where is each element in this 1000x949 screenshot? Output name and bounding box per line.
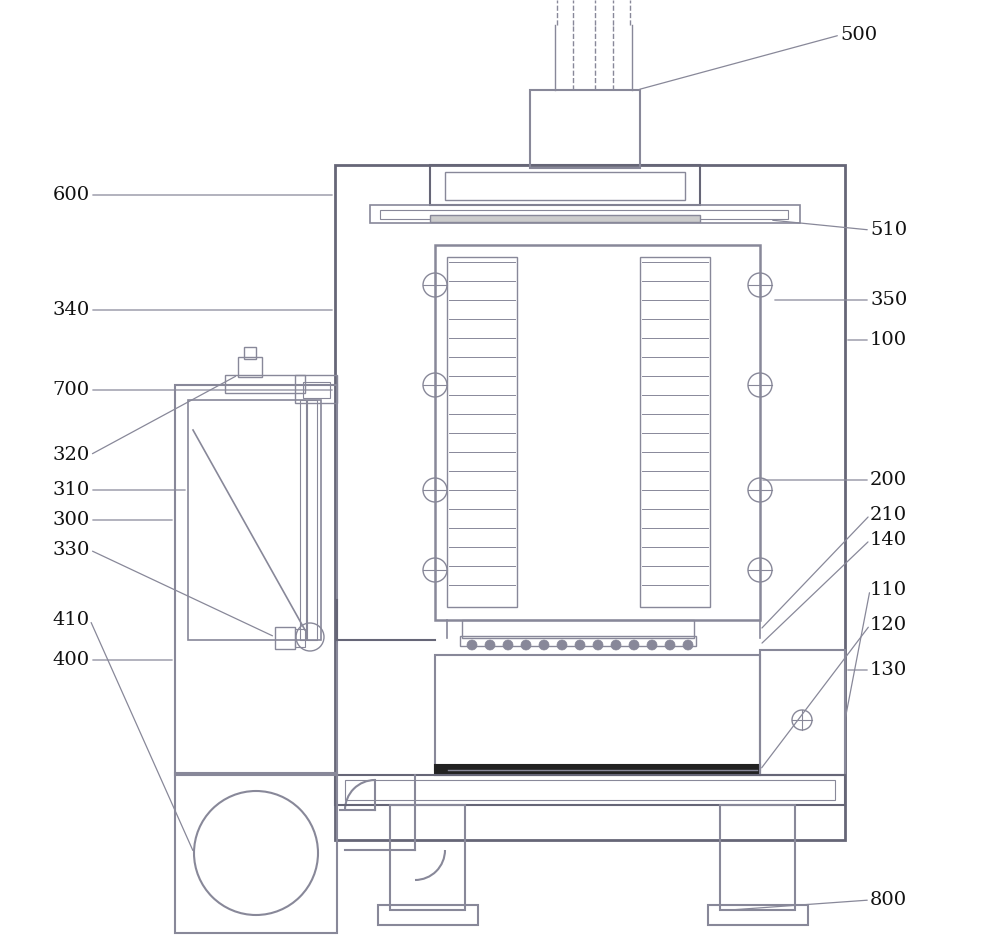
Text: 310: 310 <box>53 481 90 499</box>
Bar <box>225 375 305 393</box>
Bar <box>335 165 845 840</box>
Bar <box>435 655 760 770</box>
Text: 200: 200 <box>870 471 907 489</box>
Bar <box>380 210 788 219</box>
Text: 100: 100 <box>870 331 907 349</box>
Bar <box>244 347 256 359</box>
Circle shape <box>647 640 657 650</box>
Bar <box>447 257 517 607</box>
Text: 350: 350 <box>870 291 907 309</box>
Text: 110: 110 <box>870 581 907 599</box>
Circle shape <box>503 640 513 650</box>
Bar <box>640 257 710 607</box>
Bar <box>530 90 640 168</box>
Text: 330: 330 <box>53 541 90 559</box>
Bar <box>390 805 465 910</box>
Bar <box>430 215 700 222</box>
Text: 210: 210 <box>870 506 907 524</box>
Text: 120: 120 <box>870 616 907 634</box>
Circle shape <box>665 640 675 650</box>
Circle shape <box>683 640 693 650</box>
Bar <box>295 629 305 647</box>
Circle shape <box>593 640 603 650</box>
Bar <box>295 375 337 403</box>
Bar <box>175 385 337 775</box>
Text: 340: 340 <box>53 301 90 319</box>
Text: 700: 700 <box>53 381 90 399</box>
Circle shape <box>629 640 639 650</box>
Text: 400: 400 <box>53 651 90 669</box>
Circle shape <box>467 640 477 650</box>
Bar <box>435 765 760 775</box>
Bar <box>445 172 685 200</box>
Bar <box>300 400 306 640</box>
Text: 320: 320 <box>53 446 90 464</box>
Bar <box>430 165 700 205</box>
Circle shape <box>539 640 549 650</box>
Bar <box>307 400 317 640</box>
Circle shape <box>611 640 621 650</box>
Bar <box>435 245 760 620</box>
Text: 510: 510 <box>870 221 907 239</box>
Bar <box>460 636 696 646</box>
Bar <box>175 773 337 933</box>
Bar <box>370 205 800 223</box>
Circle shape <box>521 640 531 650</box>
Circle shape <box>557 640 567 650</box>
Text: 410: 410 <box>53 611 90 629</box>
Bar <box>708 905 808 925</box>
Circle shape <box>575 640 585 650</box>
Bar <box>238 357 262 377</box>
Text: 500: 500 <box>840 26 877 44</box>
Text: 600: 600 <box>53 186 90 204</box>
Bar <box>303 382 330 398</box>
Bar <box>275 627 295 649</box>
Text: 140: 140 <box>870 531 907 549</box>
Text: 130: 130 <box>870 661 907 679</box>
Circle shape <box>485 640 495 650</box>
Bar <box>462 620 694 638</box>
Bar <box>188 400 321 640</box>
Bar <box>345 780 835 800</box>
Bar <box>720 805 795 910</box>
Text: 800: 800 <box>870 891 907 909</box>
Text: 300: 300 <box>53 511 90 529</box>
Bar <box>335 775 845 805</box>
Bar <box>760 650 845 775</box>
Bar <box>378 905 478 925</box>
